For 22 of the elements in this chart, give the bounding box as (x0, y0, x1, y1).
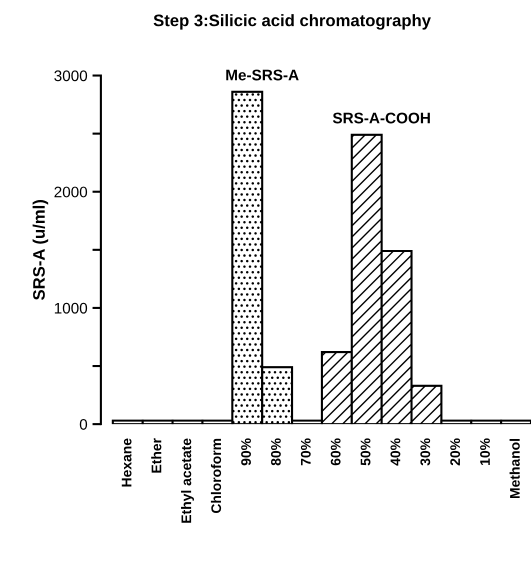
x-tick-label: 20% (450, 438, 460, 466)
y-tick-label: 2000 (54, 186, 88, 198)
chart-title: Step 3:Silicic acid chromatography (154, 14, 431, 30)
x-tick-label: Methanol (510, 438, 520, 498)
x-tick-label: 70% (300, 438, 311, 466)
y-tick-label: 0 (80, 419, 88, 430)
x-tick-label: Ether (151, 438, 162, 473)
x-tick-label: 10% (480, 438, 490, 465)
x-tick-label: 30% (420, 438, 430, 466)
x-tick-label: 80% (271, 438, 281, 466)
y-tick-label: 3000 (54, 70, 88, 82)
y-tick-label: 1000 (54, 302, 88, 314)
x-tick-label: 50% (360, 438, 370, 466)
x-tick-label: 40% (390, 438, 400, 466)
x-tick-label: Hexane (122, 438, 132, 486)
x-tick-label: 90% (241, 438, 251, 466)
x-tick-label: Chloroform (210, 438, 222, 514)
series-label: SRS-A-COOH (332, 112, 430, 124)
x-tick-label: 60% (330, 438, 341, 466)
y-axis-title: SRS-A (u/ml) (32, 200, 48, 300)
x-tick-label: Ethyl acetate (181, 438, 194, 523)
series-label: Me-SRS-A (226, 70, 299, 80)
